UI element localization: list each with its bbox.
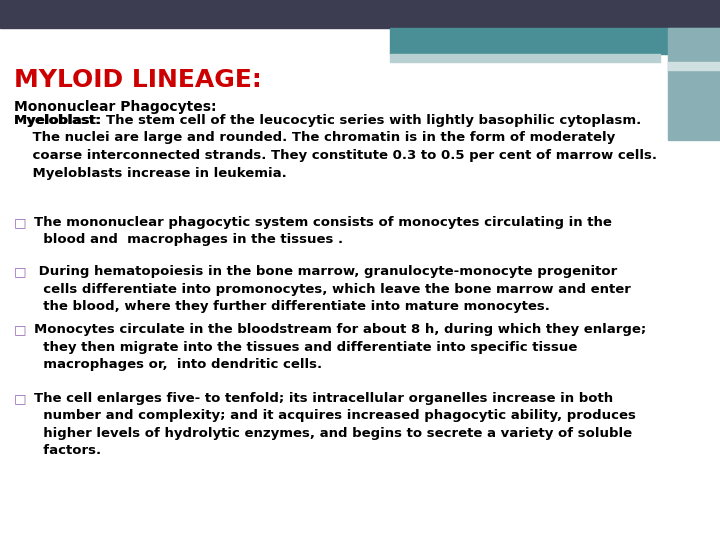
Text: The mononuclear phagocytic system consists of monocytes circulating in the
  blo: The mononuclear phagocytic system consis… xyxy=(34,216,612,246)
Text: □: □ xyxy=(14,216,27,229)
Text: □: □ xyxy=(14,265,27,278)
Text: Monocytes circulate in the bloodstream for about 8 h, during which they enlarge;: Monocytes circulate in the bloodstream f… xyxy=(34,323,647,371)
Text: □: □ xyxy=(14,392,27,405)
Bar xyxy=(668,62,720,70)
Text: □: □ xyxy=(14,323,27,336)
Bar xyxy=(390,28,720,54)
Bar xyxy=(668,28,720,140)
Text: The cell enlarges five- to tenfold; its intracellular organelles increase in bot: The cell enlarges five- to tenfold; its … xyxy=(34,392,636,457)
Text: Myeloblast:: Myeloblast: xyxy=(14,114,102,127)
Bar xyxy=(390,54,660,62)
Text: Myeloblast: The stem cell of the leucocytic series with lightly basophilic cytop: Myeloblast: The stem cell of the leucocy… xyxy=(14,114,657,179)
Text: MYLOID LINEAGE:: MYLOID LINEAGE: xyxy=(14,68,262,92)
Bar xyxy=(0,0,720,28)
Text: During hematopoiesis in the bone marrow, granulocyte-monocyte progenitor
  cells: During hematopoiesis in the bone marrow,… xyxy=(34,265,631,313)
Text: Mononuclear Phagocytes:: Mononuclear Phagocytes: xyxy=(14,100,217,114)
